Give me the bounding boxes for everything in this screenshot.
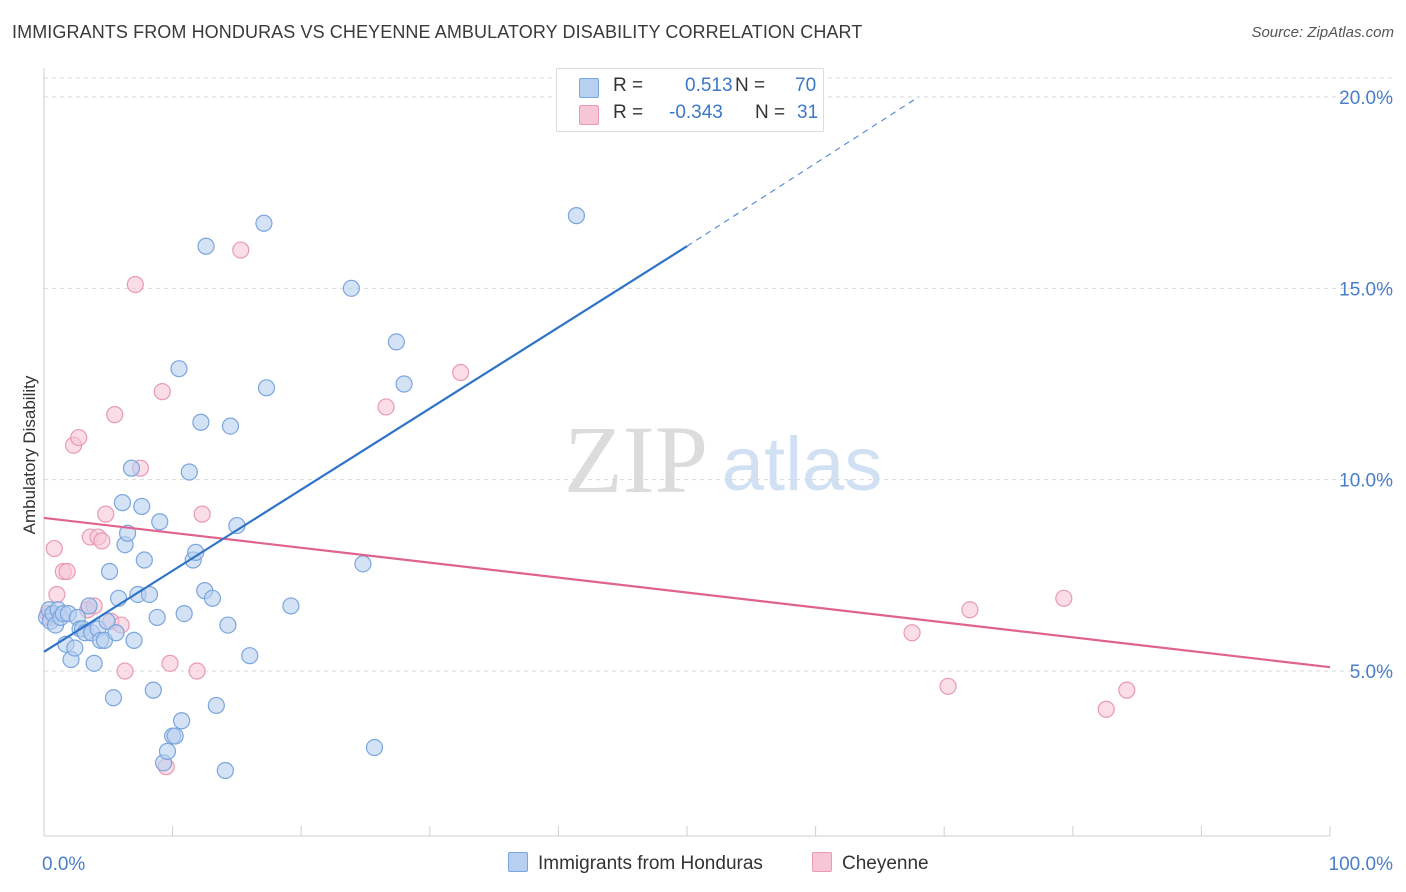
- honduras-point: [135, 551, 153, 569]
- stats-legend: R = 0.513 N = 70 R = -0.343 N = 31: [556, 68, 824, 132]
- honduras-point: [255, 214, 273, 232]
- honduras-legend-swatch: [508, 852, 528, 872]
- legend-item-cheyenne[interactable]: Cheyenne: [812, 852, 929, 875]
- n-label: N =: [755, 102, 786, 123]
- honduras-point: [173, 712, 191, 730]
- trend-lines: [43, 96, 1331, 669]
- cheyenne-point: [903, 624, 921, 642]
- y-tick-labels: 5.0% 10.0% 15.0% 20.0%: [1339, 88, 1393, 683]
- cheyenne-point: [116, 662, 134, 680]
- cheyenne-point: [1055, 589, 1073, 607]
- n-value: 70: [795, 75, 817, 96]
- honduras-point: [567, 207, 586, 225]
- legend-label-honduras: Immigrants from Honduras: [538, 853, 763, 874]
- honduras-point: [107, 624, 125, 642]
- cheyenne-trend-line: [43, 516, 1331, 669]
- honduras-point: [118, 524, 137, 542]
- x-tick-label-max: 100.0%: [1329, 854, 1394, 875]
- honduras-point: [197, 237, 215, 255]
- honduras-point: [104, 689, 123, 707]
- honduras-point: [148, 608, 166, 627]
- cheyenne-point: [48, 585, 66, 604]
- cheyenne-point: [452, 363, 470, 382]
- honduras-point: [85, 654, 103, 672]
- honduras-point: [207, 696, 225, 715]
- cheyenne-point: [106, 406, 124, 424]
- cheyenne-point: [97, 505, 115, 523]
- honduras-point: [144, 681, 162, 699]
- honduras-point: [342, 279, 360, 297]
- cheyenne-point: [70, 428, 88, 447]
- x-tick-label-min: 0.0%: [42, 854, 85, 875]
- honduras-point: [192, 413, 210, 431]
- honduras-point: [100, 562, 119, 581]
- honduras-point: [66, 639, 84, 657]
- n-value: 31: [797, 102, 819, 123]
- watermark-zip: ZIP: [564, 406, 708, 513]
- cheyenne-point: [1118, 681, 1136, 699]
- axes: [43, 68, 1331, 837]
- cheyenne-point: [188, 662, 206, 680]
- r-label: R =: [613, 75, 644, 96]
- cheyenne-point: [45, 539, 63, 558]
- honduras-point: [395, 375, 413, 393]
- honduras-point: [151, 513, 169, 531]
- cheyenne-point: [58, 562, 76, 581]
- y-tick-label: 20.0%: [1339, 88, 1393, 109]
- honduras-trend-extension: [686, 96, 919, 247]
- series-legend: Immigrants from Honduras Cheyenne: [0, 852, 1406, 878]
- honduras-point: [158, 742, 177, 760]
- honduras-point: [125, 631, 143, 649]
- honduras-point: [203, 589, 222, 607]
- honduras-point: [113, 494, 132, 512]
- cheyenne-point: [377, 398, 395, 416]
- cheyenne-point: [193, 505, 211, 523]
- r-value: 0.513: [685, 75, 733, 96]
- watermark: ZIP atlas: [564, 406, 882, 513]
- cheyenne-point: [232, 241, 250, 259]
- honduras-trend-line: [43, 245, 688, 653]
- honduras-point: [122, 459, 141, 477]
- watermark-atlas: atlas: [722, 422, 883, 507]
- cheyenne-legend-swatch: [812, 852, 832, 872]
- cheyenne-point: [961, 601, 979, 619]
- honduras-point: [241, 647, 259, 665]
- r-label: R =: [613, 102, 644, 123]
- honduras-point: [170, 360, 188, 378]
- honduras-point: [365, 738, 384, 757]
- cheyenne-point: [93, 532, 111, 550]
- honduras-point: [166, 727, 184, 745]
- r-value: -0.343: [669, 102, 723, 123]
- honduras-point: [133, 497, 151, 516]
- cheyenne-point: [161, 654, 179, 672]
- honduras-point: [354, 555, 372, 573]
- legend-item-honduras[interactable]: Immigrants from Honduras: [508, 852, 763, 875]
- honduras-swatch: [579, 78, 599, 98]
- honduras-point: [175, 604, 193, 623]
- cheyenne-point: [1097, 700, 1115, 718]
- chart-title: IMMIGRANTS FROM HONDURAS VS CHEYENNE AMB…: [12, 22, 863, 42]
- source-label: Source: ZipAtlas.com: [1251, 24, 1394, 41]
- honduras-point: [216, 761, 234, 780]
- honduras-points: [37, 207, 586, 780]
- honduras-point: [257, 379, 276, 397]
- n-label: N =: [735, 75, 766, 96]
- y-tick-label: 10.0%: [1339, 471, 1393, 492]
- honduras-point: [219, 616, 237, 634]
- grid-lines: [44, 77, 1392, 672]
- cheyenne-swatch: [579, 105, 599, 125]
- honduras-point: [180, 463, 198, 481]
- honduras-point: [80, 597, 98, 615]
- y-tick-label: 15.0%: [1339, 279, 1393, 300]
- cheyenne-point: [939, 677, 957, 695]
- legend-label-cheyenne: Cheyenne: [842, 853, 929, 874]
- honduras-point: [282, 597, 300, 615]
- cheyenne-point: [126, 275, 144, 294]
- honduras-point: [387, 333, 405, 351]
- cheyenne-point: [153, 383, 171, 401]
- x-tick-labels: 0.0% 100.0%: [42, 854, 1393, 875]
- honduras-point: [221, 417, 240, 435]
- y-tick-label: 5.0%: [1350, 662, 1393, 683]
